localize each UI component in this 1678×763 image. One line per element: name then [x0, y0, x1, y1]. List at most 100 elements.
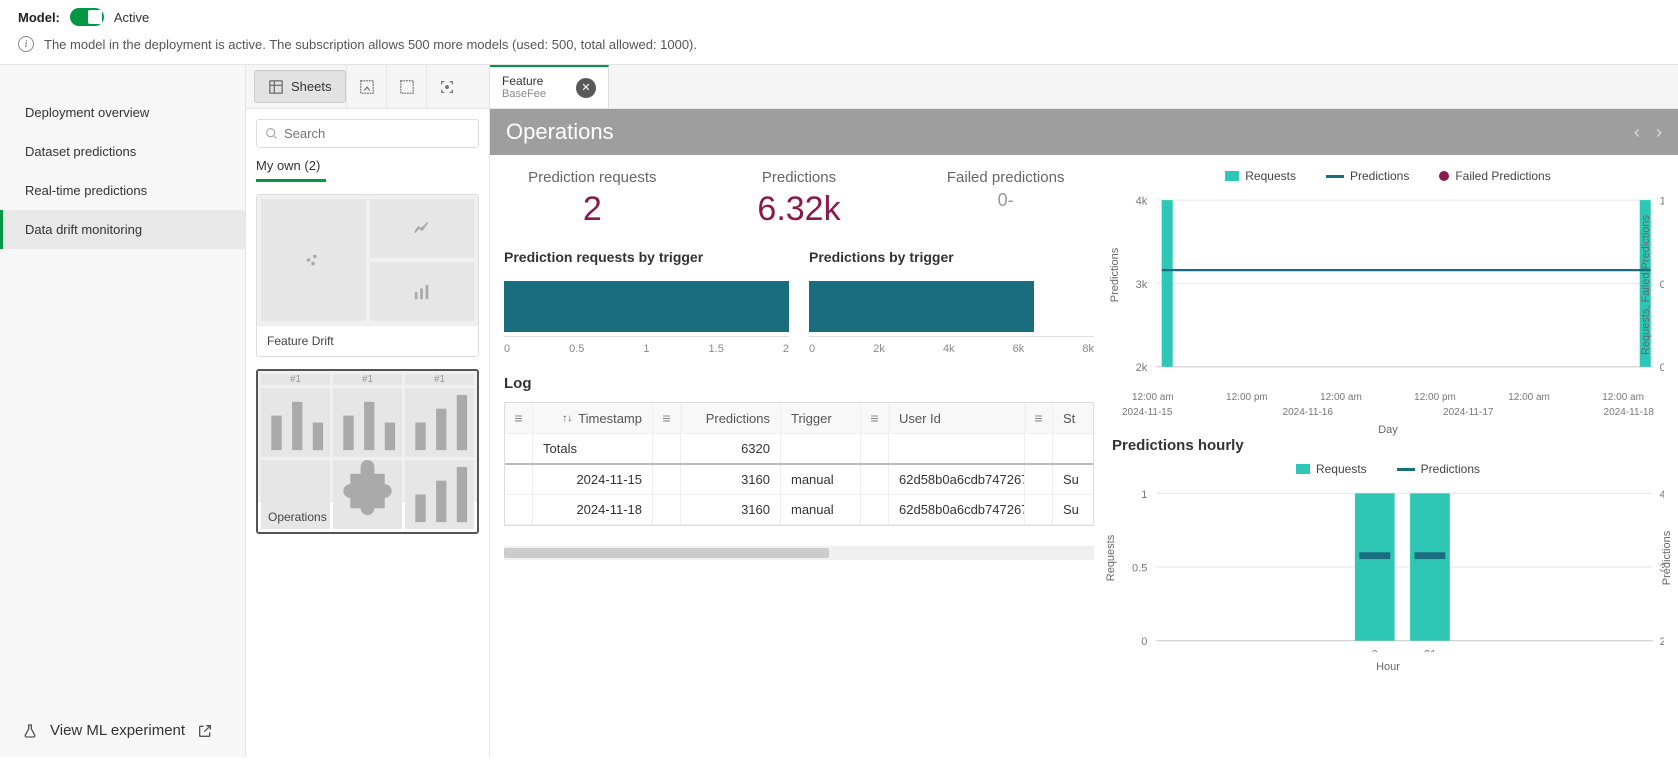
sheets-toolbar: Sheets [246, 65, 489, 109]
sheet-card-operations[interactable]: #1#1#1 Operations [256, 369, 479, 534]
nav-item-data-drift-monitoring[interactable]: Data drift monitoring [0, 210, 245, 249]
chart-area [809, 277, 1094, 337]
log-totals-row: Totals 6320 [505, 434, 1093, 465]
my-own-label: My own (2) [256, 158, 326, 182]
tick: 12:00 am [1602, 392, 1644, 403]
totals-label: Totals [533, 434, 653, 463]
top-header: Model: Active i The model in the deploym… [0, 0, 1678, 64]
chart-title: Prediction requests by trigger [504, 249, 789, 265]
nav-item-dataset-predictions[interactable]: Dataset predictions [0, 132, 245, 171]
operations-body: Prediction requests 2 Predictions 6.32k … [490, 155, 1678, 757]
tick: 2024-11-18 [1604, 407, 1654, 418]
y-left-label: Predictions [1109, 248, 1121, 302]
hourly-chart: Requests Predictions 1 0.5 0 4k 3k 2k [1112, 482, 1664, 652]
chart-bar [504, 281, 789, 332]
nav-item-deployment-overview[interactable]: Deployment overview [0, 93, 245, 132]
cell-status: Su [1053, 465, 1093, 494]
svg-text:3k: 3k [1136, 279, 1148, 291]
kpi-row: Prediction requests 2 Predictions 6.32k … [504, 169, 1094, 229]
legend-item: Requests [1296, 462, 1367, 476]
info-row: i The model in the deployment is active.… [18, 36, 1660, 64]
sheets-button[interactable]: Sheets [254, 70, 346, 103]
tick: 8k [1082, 343, 1094, 355]
operations-right-column: Requests Predictions Failed Predictions … [1112, 169, 1678, 757]
bar-chart-icon [413, 283, 431, 301]
chart-title: Predictions by trigger [809, 249, 1094, 265]
toolbar-select-icon[interactable] [346, 65, 386, 108]
tick: 2024-11-15 [1122, 407, 1172, 418]
sheet-card-label: Feature Drift [257, 325, 478, 356]
svg-text:21: 21 [1424, 649, 1436, 652]
kpi-label: Failed predictions [917, 169, 1094, 186]
kpi-value: 0- [917, 190, 1094, 211]
info-text: The model in the deployment is active. T… [44, 37, 697, 52]
toolbar-crop-icon[interactable] [386, 65, 426, 108]
close-icon[interactable]: ✕ [576, 78, 596, 98]
feature-tab[interactable]: Feature BaseFee ✕ [490, 65, 609, 108]
tick: 12:00 am [1132, 392, 1174, 403]
kpi-failed-predictions: Failed predictions 0- [917, 169, 1094, 229]
chart-svg: 4k 3k 2k 1 0.5 0 [1112, 189, 1664, 389]
sheet-card-feature-drift[interactable]: Feature Drift [256, 194, 479, 357]
svg-text:4k: 4k [1660, 489, 1664, 501]
col-timestamp[interactable]: ↑↓Timestamp [533, 403, 653, 433]
col-predictions[interactable]: Predictions [681, 403, 781, 433]
kpi-label: Predictions [711, 169, 888, 186]
tick: 0.5 [569, 343, 584, 355]
feature-tab-subtitle: BaseFee [502, 88, 546, 101]
tick: 2k [873, 343, 885, 355]
chart-x-axis: 0 2k 4k 6k 8k [809, 343, 1094, 355]
model-label: Model: [18, 10, 60, 25]
operations-title: Operations [506, 119, 614, 145]
search-input[interactable] [284, 126, 470, 141]
x-axis-dates: 2024-11-15 2024-11-16 2024-11-17 2024-11… [1112, 403, 1664, 418]
kpi-value: 6.32k [711, 190, 888, 229]
sheets-button-label: Sheets [291, 79, 331, 94]
menu-icon[interactable]: ≡ [505, 403, 533, 433]
kpi-prediction-requests: Prediction requests 2 [504, 169, 681, 229]
menu-icon[interactable]: ≡ [861, 403, 889, 433]
col-status[interactable]: St [1053, 403, 1093, 433]
nav-item-realtime-predictions[interactable]: Real-time predictions [0, 171, 245, 210]
menu-icon[interactable]: ≡ [653, 403, 681, 433]
col-trigger[interactable]: Trigger [781, 403, 861, 433]
search-wrap [246, 109, 489, 158]
tick: 12:00 am [1320, 392, 1362, 403]
operations-header-nav: ‹ › [1634, 122, 1662, 143]
sheet-thumb: #1#1#1 [258, 371, 477, 501]
menu-icon[interactable]: ≡ [1025, 403, 1053, 433]
svg-text:2k: 2k [1660, 636, 1664, 648]
content-area: Feature BaseFee ✕ Operations ‹ › Predict… [490, 65, 1678, 757]
chevron-right-icon[interactable]: › [1656, 122, 1662, 143]
chart-bar [809, 281, 1034, 332]
log-table: ≡ ↑↓Timestamp ≡ Predictions Trigger ≡ Us… [504, 402, 1094, 526]
tick: 4k [943, 343, 955, 355]
table-row[interactable]: 2024-11-18 3160 manual 62d58b0a6cdb74726… [505, 495, 1093, 525]
table-row[interactable]: 2024-11-15 3160 manual 62d58b0a6cdb74726… [505, 465, 1093, 495]
x-axis-times: 12:00 am 12:00 pm 12:00 am 12:00 pm 12:0… [1112, 392, 1664, 403]
log-section: Log ≡ ↑↓Timestamp ≡ Predictions Trigger … [504, 375, 1094, 560]
model-toggle[interactable] [70, 8, 104, 26]
model-status-text: Active [114, 10, 149, 25]
totals-predictions: 6320 [681, 434, 781, 463]
cell-timestamp: 2024-11-18 [533, 495, 653, 524]
chevron-left-icon[interactable]: ‹ [1634, 122, 1640, 143]
col-userid[interactable]: User Id [889, 403, 1025, 433]
chart-predictions-by-trigger: Predictions by trigger 0 2k 4k 6k 8k [809, 249, 1094, 355]
tick: 2 [783, 343, 789, 355]
kpi-label: Prediction requests [504, 169, 681, 186]
search-box[interactable] [256, 119, 479, 148]
tick: 1 [643, 343, 649, 355]
view-ml-experiment-link[interactable]: View ML experiment [0, 704, 245, 757]
top-chart-legend: Requests Predictions Failed Predictions [1112, 169, 1664, 183]
my-own-tab[interactable]: My own (2) [246, 158, 489, 194]
bar-chart-icon [261, 388, 330, 457]
tick: 6k [1013, 343, 1025, 355]
svg-text:1: 1 [1141, 489, 1147, 501]
line-chart-icon [413, 220, 431, 238]
toolbar-focus-icon[interactable] [426, 65, 466, 108]
horizontal-scrollbar[interactable] [504, 546, 1094, 560]
feature-tab-text: Feature BaseFee [502, 74, 546, 102]
log-title: Log [504, 375, 1094, 392]
main-layout: Deployment overview Dataset predictions … [0, 64, 1678, 757]
